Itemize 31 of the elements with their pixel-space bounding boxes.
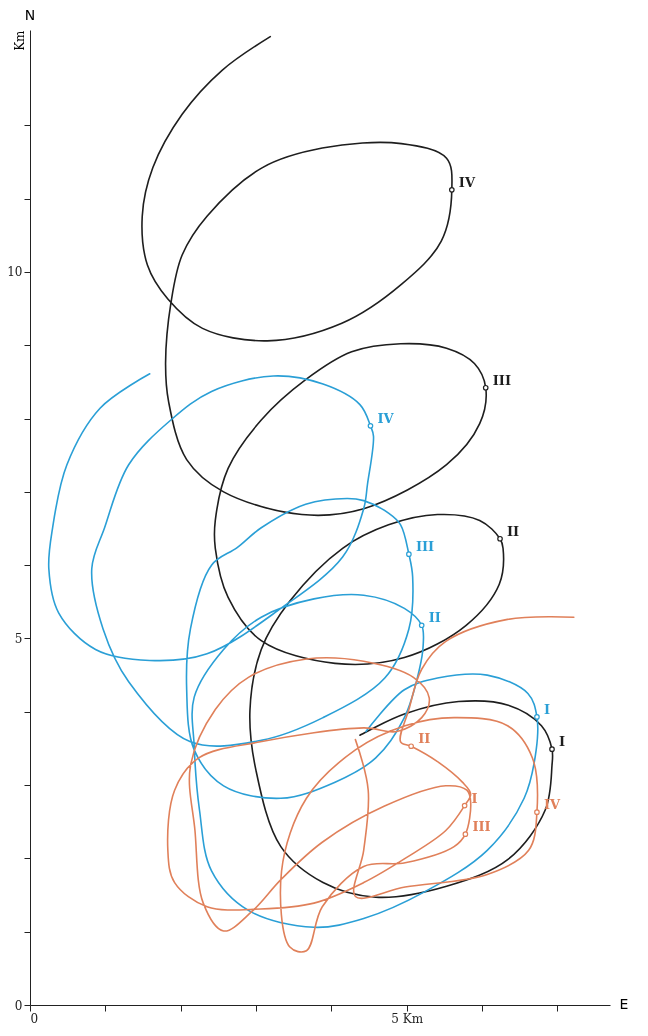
text: E: [619, 996, 629, 1012]
annotation: I: [559, 734, 566, 750]
point: [448, 186, 455, 193]
point: [367, 423, 374, 429]
point: [534, 714, 540, 720]
line-series: [47, 373, 540, 929]
point: [406, 551, 412, 557]
point: [549, 746, 555, 752]
point: [462, 831, 469, 838]
point: [497, 535, 503, 542]
annotation: II: [418, 731, 431, 747]
annotation: III: [492, 372, 511, 388]
y-tick-label: 10: [7, 265, 23, 280]
annotation: III: [472, 819, 491, 835]
annotation: I: [471, 790, 478, 806]
x-tick-label: 5 Km: [391, 1011, 424, 1026]
annotation: IV: [458, 174, 476, 190]
y-axis-title: Km: [13, 29, 28, 51]
annotation: II: [428, 610, 441, 626]
point: [534, 809, 540, 816]
point: [408, 743, 414, 750]
text: N: [24, 7, 36, 23]
y-tick-label: 0: [14, 998, 23, 1013]
point: [482, 384, 489, 391]
point: [461, 802, 468, 809]
point: [418, 622, 425, 629]
annotation: II: [507, 523, 520, 539]
annotation: I: [543, 701, 551, 717]
y-tick-label: 5: [14, 631, 23, 646]
annotation: III: [415, 539, 435, 555]
annotation: IV: [377, 410, 395, 426]
